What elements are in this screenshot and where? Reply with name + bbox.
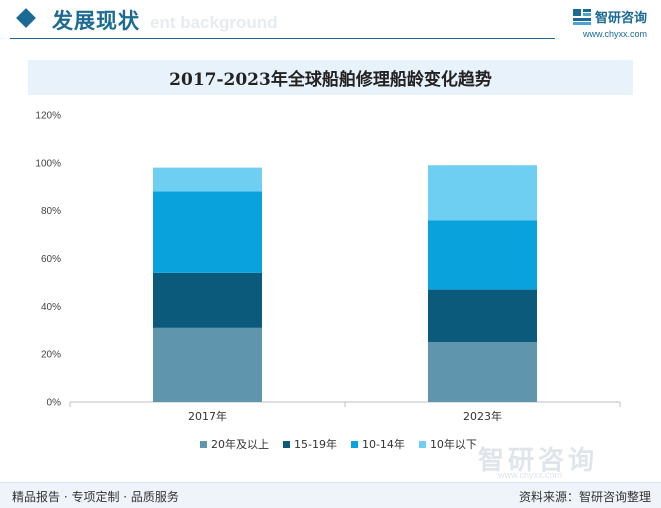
y-tick-label: 0% [47, 398, 62, 409]
stacked-bar-chart: 0% 20% 40% 60% 80% 100% 120% 2017年 2023年 [35, 111, 621, 423]
y-tick-label: 120% [35, 111, 61, 122]
header-divider [10, 38, 555, 39]
chart-legend: 20年及以上 15-19年 10-14年 10年以下 [200, 436, 477, 452]
chart-title: 2017-2023年全球船舶修理船龄变化趋势 [169, 70, 492, 90]
legend-swatch [200, 440, 207, 448]
y-tick-label: 80% [41, 206, 61, 217]
y-tick-label: 20% [41, 350, 61, 361]
bar-segment [428, 289, 537, 343]
section-header: ent background 发展现状 [0, 0, 661, 44]
legend-label: 10-14年 [361, 438, 405, 451]
chyxx-logo-icon [572, 9, 591, 25]
x-tick-label: 2023年 [463, 409, 502, 423]
legend-label: 15-19年 [294, 438, 337, 451]
legend-swatch [418, 440, 426, 448]
legend-swatch [283, 440, 290, 448]
legend-item: 20年及以上 [200, 436, 269, 452]
y-tick-label: 60% [41, 254, 61, 265]
header-background-text: ent background [150, 13, 278, 32]
brand-name: 智研咨询 [594, 11, 647, 26]
legend-label: 10年以下 [429, 438, 477, 451]
bar-segment [428, 165, 537, 221]
legend-label: 20年及以上 [211, 438, 269, 451]
bar-segment [153, 272, 262, 328]
y-tick-label: 100% [35, 158, 61, 169]
diamond-icon [16, 8, 36, 28]
x-tick-label: 2017年 [188, 409, 227, 423]
bar-segment [428, 342, 537, 402]
watermark-name: 智研咨询 [478, 446, 599, 476]
bar-segment [428, 220, 537, 290]
brand-url: www.chyxx.com [582, 29, 647, 39]
legend-swatch [350, 440, 358, 448]
bar-segment [153, 191, 262, 273]
watermark-url: www.chyxx.com [498, 470, 563, 480]
chart-title-banner: 2017-2023年全球船舶修理船龄变化趋势 [28, 60, 633, 95]
footer-source: 资料来源：智研咨询整理 [518, 490, 651, 504]
legend-item: 10-14年 [350, 436, 405, 452]
footer-slogan: 精品报告 · 专项定制 · 品质服务 [12, 490, 179, 504]
legend-item: 15-19年 [283, 436, 337, 452]
bar-segment [153, 167, 262, 192]
bar-segment [153, 327, 262, 402]
brand: 智研咨询 [572, 7, 647, 27]
footer: 精品报告 · 专项定制 · 品质服务 资料来源：智研咨询整理 [0, 482, 661, 508]
y-tick-label: 40% [41, 302, 61, 313]
section-title: 发展现状 [52, 9, 140, 33]
legend-item: 10年以下 [418, 436, 477, 452]
